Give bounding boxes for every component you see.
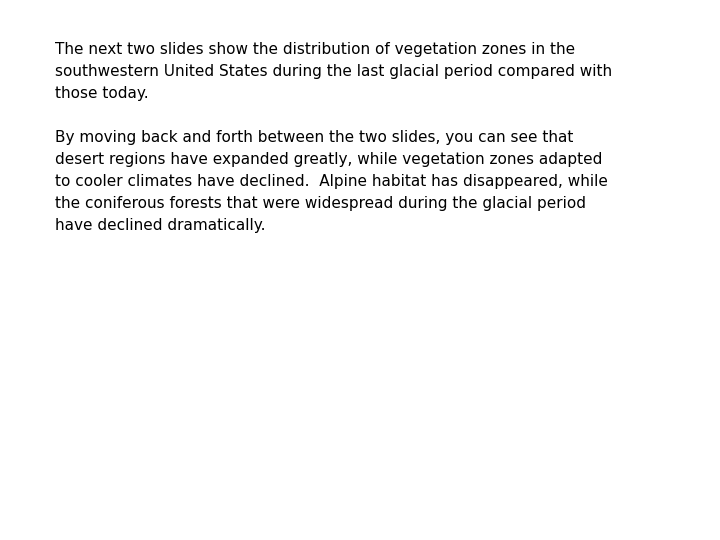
Text: desert regions have expanded greatly, while vegetation zones adapted: desert regions have expanded greatly, wh… (55, 152, 603, 167)
Text: the coniferous forests that were widespread during the glacial period: the coniferous forests that were widespr… (55, 196, 586, 211)
Text: southwestern United States during the last glacial period compared with: southwestern United States during the la… (55, 64, 612, 79)
Text: have declined dramatically.: have declined dramatically. (55, 218, 266, 233)
Text: The next two slides show the distribution of vegetation zones in the: The next two slides show the distributio… (55, 42, 575, 57)
Text: those today.: those today. (55, 86, 148, 101)
Text: By moving back and forth between the two slides, you can see that: By moving back and forth between the two… (55, 130, 573, 145)
Text: to cooler climates have declined.  Alpine habitat has disappeared, while: to cooler climates have declined. Alpine… (55, 174, 608, 189)
